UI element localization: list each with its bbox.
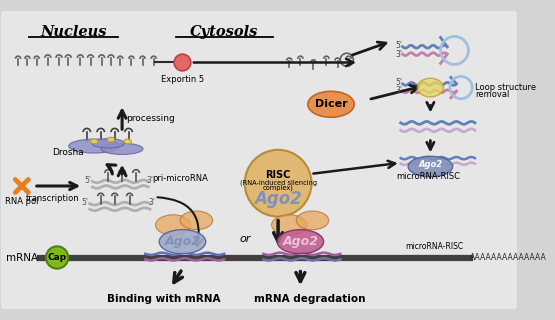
Text: Exportin 5: Exportin 5 (161, 75, 204, 84)
Ellipse shape (101, 143, 143, 155)
Ellipse shape (107, 137, 115, 142)
Text: processing: processing (126, 114, 175, 123)
Text: microRNA-RISC: microRNA-RISC (396, 172, 460, 181)
Text: RNA pol: RNA pol (5, 197, 38, 206)
Circle shape (46, 246, 68, 269)
Text: mRNA: mRNA (6, 252, 38, 262)
Ellipse shape (92, 139, 124, 148)
Circle shape (174, 54, 191, 71)
Text: Loop structure: Loop structure (475, 83, 536, 92)
Text: 3': 3' (395, 86, 402, 95)
Text: Cytosols: Cytosols (190, 25, 259, 39)
Ellipse shape (277, 230, 324, 254)
Text: 3': 3' (148, 198, 155, 207)
Text: Binding with mRNA: Binding with mRNA (107, 294, 221, 304)
FancyBboxPatch shape (0, 10, 518, 310)
Text: Ago2: Ago2 (418, 160, 442, 169)
Text: RISC: RISC (265, 170, 291, 180)
FancyArrowPatch shape (158, 197, 203, 246)
Text: Dicer: Dicer (315, 99, 347, 109)
Ellipse shape (308, 91, 354, 117)
Text: removal: removal (475, 90, 509, 99)
Text: Ago2: Ago2 (164, 235, 200, 248)
Text: Ago2: Ago2 (282, 235, 319, 248)
Text: 5': 5' (84, 176, 91, 185)
Text: 5': 5' (395, 41, 402, 50)
Text: transcription: transcription (26, 194, 79, 203)
Text: 5': 5' (82, 198, 88, 207)
Text: AAAAAAAAAAAAAA: AAAAAAAAAAAAAA (470, 253, 547, 262)
Text: 3': 3' (395, 50, 402, 59)
Ellipse shape (155, 215, 191, 235)
Text: or: or (239, 234, 250, 244)
Ellipse shape (124, 139, 132, 144)
Text: 5': 5' (395, 78, 402, 87)
Text: (RNA-induced silencing: (RNA-induced silencing (240, 179, 317, 186)
Ellipse shape (408, 156, 453, 177)
Text: Ago2: Ago2 (254, 190, 302, 208)
Ellipse shape (90, 139, 98, 144)
Ellipse shape (296, 211, 329, 230)
Ellipse shape (180, 211, 213, 230)
Text: mRNA degradation: mRNA degradation (254, 294, 365, 304)
Text: Drosha: Drosha (53, 148, 84, 157)
Text: complex): complex) (263, 185, 294, 191)
Ellipse shape (159, 230, 206, 254)
Text: pri-microRNA: pri-microRNA (153, 174, 209, 183)
Ellipse shape (417, 78, 443, 97)
Ellipse shape (271, 215, 307, 235)
Ellipse shape (69, 139, 120, 153)
Text: Nucleus: Nucleus (41, 25, 107, 39)
Text: microRNA-RISC: microRNA-RISC (405, 242, 463, 251)
Text: 3': 3' (147, 176, 154, 185)
Text: Cap: Cap (48, 253, 67, 262)
Circle shape (245, 150, 311, 217)
